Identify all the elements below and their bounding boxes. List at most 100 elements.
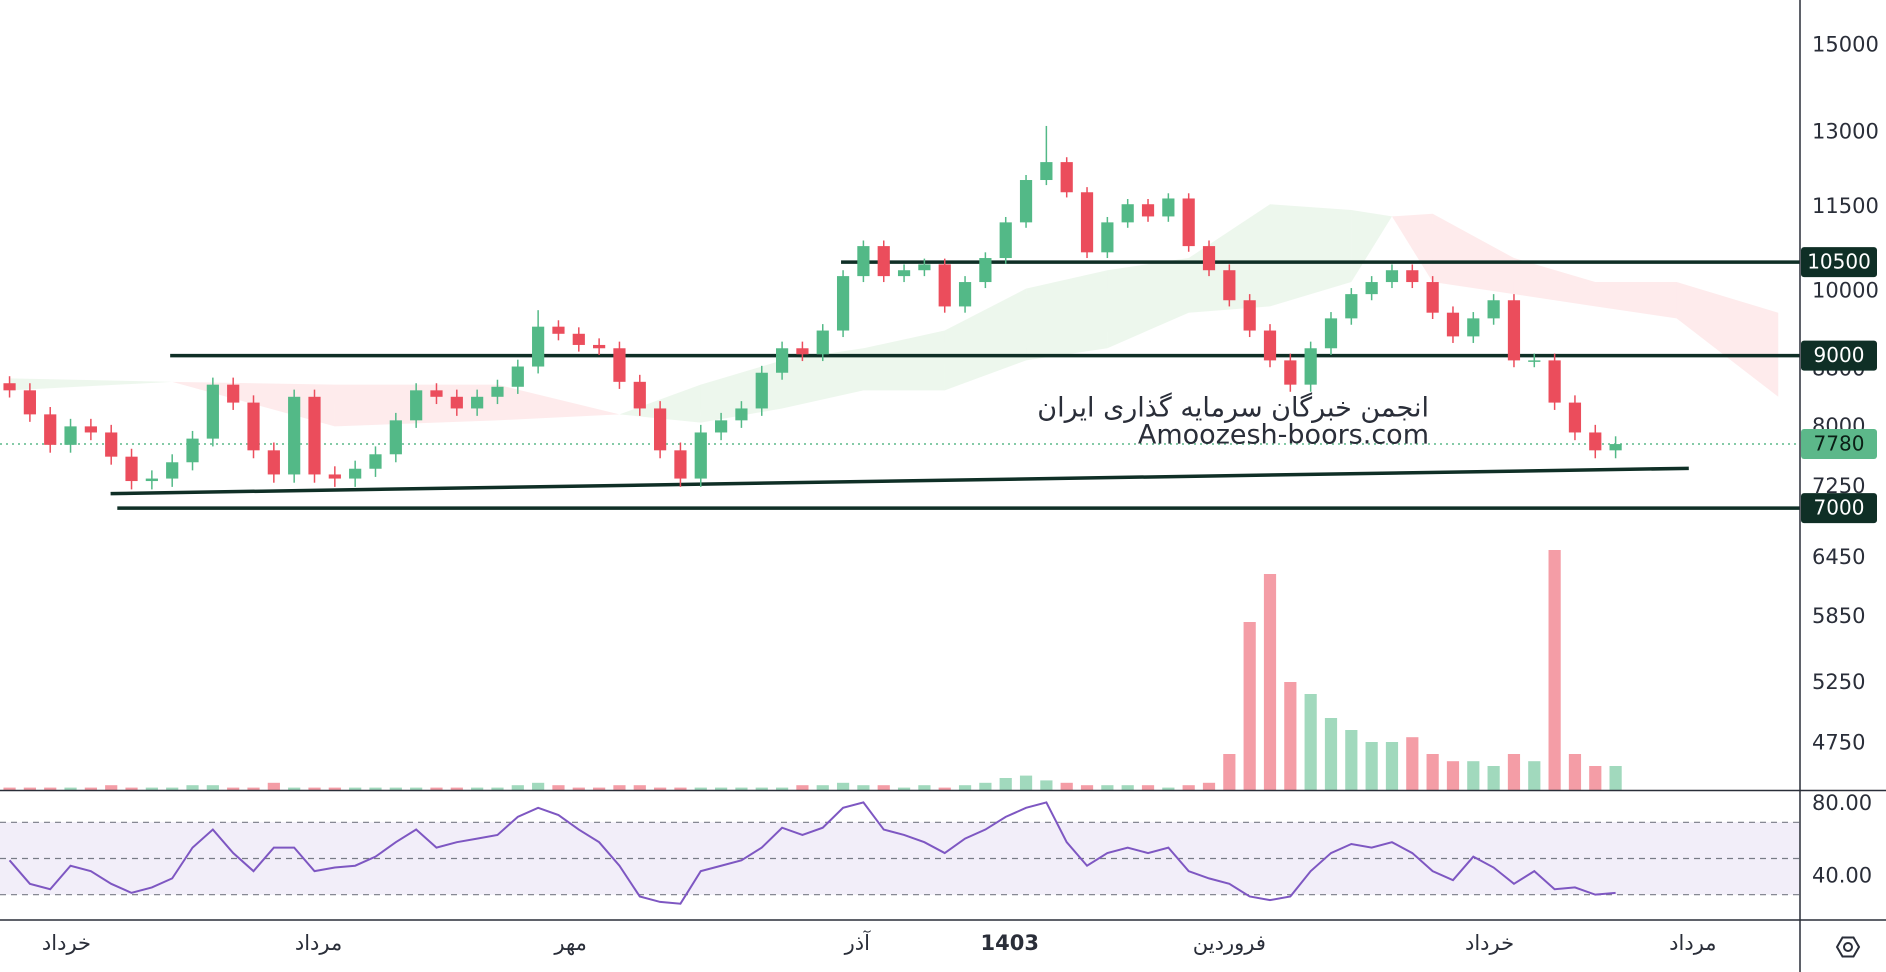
volume-bar bbox=[1487, 766, 1500, 790]
volume-bar bbox=[166, 787, 179, 790]
volume-bar bbox=[1589, 766, 1602, 790]
candle-body bbox=[674, 450, 687, 479]
level-label-box bbox=[1801, 493, 1877, 524]
volume-bar bbox=[227, 787, 240, 790]
candle-body bbox=[572, 333, 585, 345]
candle-body bbox=[1162, 198, 1175, 217]
settings-icon[interactable] bbox=[1835, 936, 1861, 958]
volume-bar bbox=[145, 787, 158, 790]
candle-body bbox=[1243, 300, 1256, 331]
volume-bar bbox=[125, 787, 138, 790]
y-tick-label: 4750 bbox=[1812, 731, 1865, 755]
candle-body bbox=[1080, 192, 1094, 253]
y-tick-label: 6450 bbox=[1812, 545, 1865, 569]
cloud-segment bbox=[1391, 213, 1433, 283]
volume-bar bbox=[694, 787, 707, 790]
volume-bar bbox=[1223, 754, 1236, 790]
volume-bar bbox=[755, 787, 768, 790]
cloud-segment bbox=[1432, 213, 1514, 295]
candle-body bbox=[471, 396, 484, 409]
x-tick-label: مرداد bbox=[295, 931, 342, 955]
candle-body bbox=[714, 420, 728, 433]
y-tick-label: 11500 bbox=[1812, 194, 1879, 218]
candle-body bbox=[267, 450, 280, 475]
candle-body bbox=[877, 246, 890, 277]
candle-body bbox=[755, 372, 768, 409]
cloud-segment bbox=[497, 384, 620, 421]
cloud-segment bbox=[1513, 258, 1596, 307]
cloud-segment bbox=[9, 378, 173, 391]
volume-bar bbox=[450, 787, 463, 790]
cloud-segment bbox=[1270, 204, 1352, 307]
candle-body bbox=[938, 264, 951, 307]
volume-bar bbox=[206, 785, 219, 790]
candle-body bbox=[145, 478, 158, 482]
volume-bar bbox=[999, 778, 1012, 790]
volume-bar bbox=[1202, 782, 1216, 790]
volume-bar bbox=[1507, 754, 1521, 790]
volume-bar bbox=[511, 785, 524, 790]
volume-bar bbox=[44, 787, 57, 790]
volume-bar bbox=[1141, 785, 1155, 790]
volume-bar bbox=[674, 787, 687, 790]
candle-body bbox=[349, 468, 362, 479]
volume-bar bbox=[836, 782, 850, 790]
candle-body bbox=[511, 366, 524, 387]
volume-bar bbox=[979, 782, 992, 790]
candle-body bbox=[552, 326, 565, 334]
volume-bar bbox=[1182, 785, 1195, 790]
volume-bar bbox=[1121, 785, 1134, 790]
volume-bar bbox=[633, 785, 646, 790]
candle-body bbox=[166, 462, 179, 479]
candle-body bbox=[1324, 318, 1338, 349]
cloud-segment bbox=[782, 348, 864, 409]
volume-bar bbox=[1060, 782, 1073, 790]
volume-bar bbox=[389, 787, 402, 790]
candle-body bbox=[1040, 162, 1053, 181]
rsi-tick-label: 40.00 bbox=[1812, 864, 1872, 888]
volume-bar bbox=[1406, 737, 1419, 790]
rsi-layer bbox=[0, 801, 1800, 905]
volume-bar bbox=[552, 785, 565, 790]
candle-body bbox=[654, 408, 667, 451]
volume-bar bbox=[23, 787, 36, 790]
volume-bar bbox=[1101, 785, 1114, 790]
candle-body bbox=[958, 282, 972, 307]
volume-bar bbox=[775, 787, 789, 790]
volume-bar bbox=[247, 787, 260, 790]
rsi-line bbox=[8, 801, 1616, 905]
candle-body bbox=[633, 381, 646, 409]
candle-body bbox=[694, 432, 707, 479]
x-tick-label: خرداد bbox=[1465, 931, 1514, 955]
volume-bar bbox=[430, 787, 443, 790]
settings-dot bbox=[1843, 942, 1853, 952]
candle-body bbox=[125, 456, 138, 482]
candle-body bbox=[593, 344, 606, 349]
candle-body bbox=[1426, 282, 1439, 313]
level-label: 7000 bbox=[1814, 496, 1865, 520]
candle-body bbox=[775, 348, 789, 373]
volume-bar bbox=[958, 785, 972, 790]
candle-body bbox=[491, 386, 504, 397]
volume-bar bbox=[714, 787, 728, 790]
candle-body bbox=[1548, 360, 1561, 403]
volume-bar bbox=[1446, 761, 1460, 790]
volume-bar bbox=[1284, 682, 1297, 790]
cloud-segment bbox=[1676, 282, 1779, 397]
candle-body bbox=[897, 270, 911, 277]
volume-bar bbox=[532, 782, 545, 790]
x-tick-label: فروردین bbox=[1193, 931, 1266, 955]
candle-body bbox=[1365, 282, 1378, 295]
volume-bar bbox=[410, 787, 423, 790]
volume-bar bbox=[918, 785, 931, 790]
candle-body bbox=[3, 383, 16, 391]
candle-body bbox=[1141, 204, 1155, 217]
candle-body bbox=[1406, 270, 1419, 283]
cloud-segment bbox=[863, 330, 945, 391]
volume-bar bbox=[267, 782, 280, 790]
x-tick-label: مرداد bbox=[1669, 931, 1716, 955]
candle-body bbox=[735, 408, 748, 421]
volume-bar bbox=[491, 787, 504, 790]
